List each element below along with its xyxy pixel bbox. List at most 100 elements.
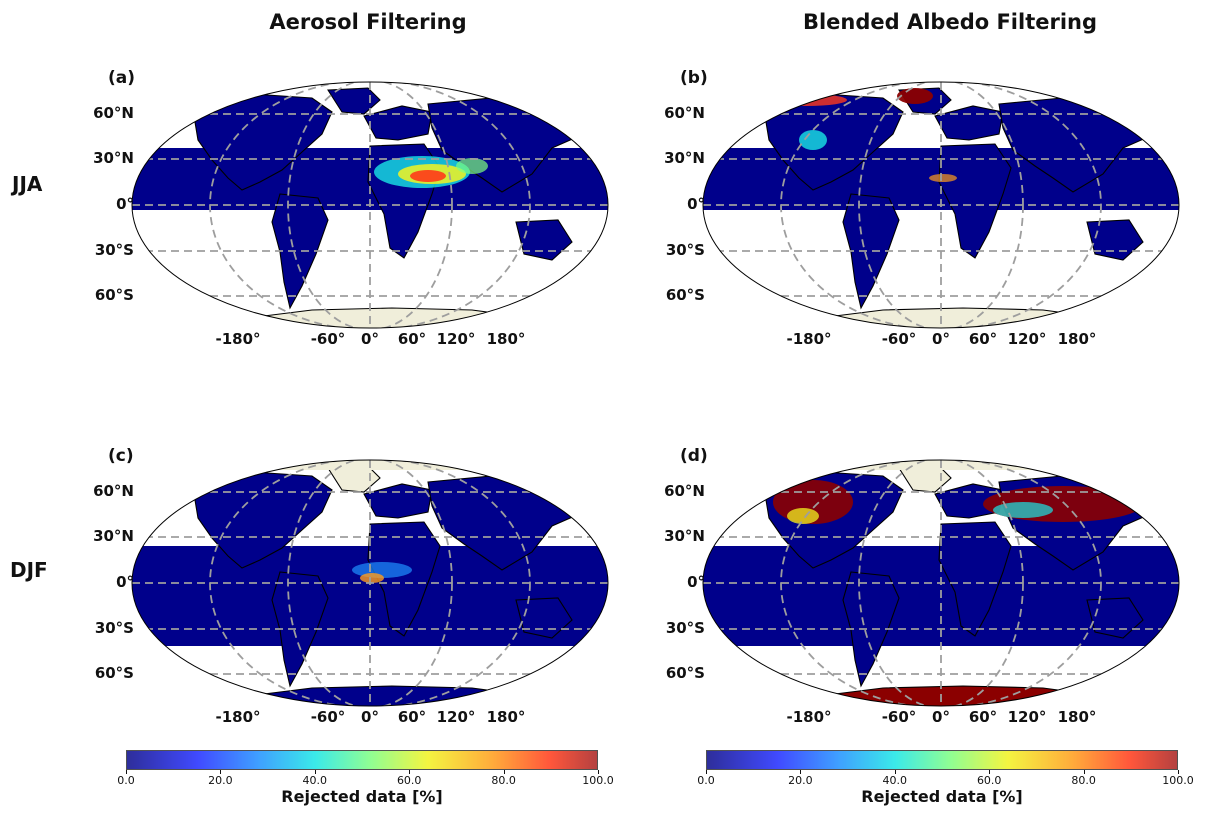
rejection-hotspot — [787, 508, 819, 524]
longitude-label: 60° — [397, 330, 427, 348]
latitude-label: 60°N — [664, 482, 705, 500]
panel-label: (b) — [680, 68, 708, 88]
meridian-gridline — [780, 82, 1102, 328]
colorbar-tick-label: 80.0 — [1071, 774, 1096, 787]
colorbar-right: 0.0 20.0 40.0 60.0 80.0 100.0 Rejected data [… — [697, 750, 1194, 806]
colorbar-tick-mark — [800, 770, 802, 774]
latitude-label: 60°N — [93, 104, 134, 122]
continent-southAmerica — [842, 193, 900, 310]
colorbar-tick-label: 20.0 — [208, 774, 233, 787]
colorbar-gradient — [126, 750, 598, 770]
panel-label: (d) — [680, 446, 708, 466]
longitude-label: 60° — [397, 708, 427, 726]
arctic-land — [192, 460, 562, 470]
meridian-gridline — [780, 460, 1102, 706]
latitude-label: 60°N — [664, 104, 705, 122]
panel-label: (a) — [108, 68, 136, 88]
longitude-label: 180° — [486, 330, 526, 348]
continent-greenland — [327, 87, 381, 115]
longitude-label: 120° — [436, 330, 476, 348]
longitude-label: -180° — [786, 330, 832, 348]
colorbar-tick-mark — [126, 770, 127, 774]
colorbar-tick-label: 60.0 — [976, 774, 1002, 787]
longitude-label: 60° — [968, 708, 998, 726]
colorbar-tick-mark — [220, 770, 222, 774]
longitude-label: -180° — [215, 708, 261, 726]
continent-southAmerica — [842, 571, 900, 688]
map-outline — [702, 459, 1180, 707]
latitude-label: 30°S — [665, 619, 705, 637]
map-aerosol-djf — [131, 459, 609, 707]
longitude-label: 120° — [1007, 708, 1047, 726]
latitude-label: 0° — [687, 573, 705, 591]
longitude-label: -180° — [215, 330, 261, 348]
latitude-label: 0° — [687, 195, 705, 213]
colorbar-label: Rejected data [%] — [861, 787, 1023, 806]
colorbar-tick-label: 80.0 — [491, 774, 516, 787]
latitude-label: 60°S — [94, 286, 134, 304]
map-albedo-djf — [702, 459, 1180, 707]
meridian-gridline — [209, 82, 531, 328]
colorbar-tick-mark — [706, 770, 707, 774]
meridian-gridline — [287, 82, 453, 328]
latitude-label: 60°S — [665, 664, 705, 682]
longitude-label: -60° — [310, 330, 346, 348]
meridian-gridline — [858, 82, 1024, 328]
colorbar-tick-label: 100.0 — [582, 774, 614, 787]
panel-label: (c) — [108, 446, 134, 466]
continent-northAmerica — [762, 93, 904, 191]
latitude-label: 30°S — [665, 241, 705, 259]
colorbar-tick-label: 40.0 — [882, 774, 908, 787]
colorbar-tick-mark — [598, 770, 599, 774]
colorbar-label: Rejected data [%] — [281, 787, 443, 806]
latitude-label: 0° — [116, 573, 134, 591]
colorbar-tick-label: 100.0 — [1162, 774, 1194, 787]
longitude-label: 180° — [486, 708, 526, 726]
colorbar-tick-label: 60.0 — [396, 774, 422, 787]
longitude-label: -180° — [786, 708, 832, 726]
longitude-label: 120° — [436, 708, 476, 726]
longitude-label: 0° — [361, 708, 379, 726]
rejection-hotspot — [993, 502, 1053, 518]
column-title-aerosol: Aerosol Filtering — [269, 10, 467, 34]
map-albedo-jja — [702, 81, 1180, 329]
latitude-label: 30°N — [664, 149, 705, 167]
continent-northAmerica — [191, 93, 333, 191]
colorbar-tick-mark — [503, 770, 505, 774]
colorbar-tick-mark — [409, 770, 411, 774]
meridian-gridline — [209, 460, 531, 706]
map-aerosol-jja — [131, 81, 609, 329]
meridian-gridline — [287, 460, 453, 706]
rejection-hotspot — [799, 130, 827, 150]
longitude-label: 180° — [1057, 330, 1097, 348]
row-label-jja: JJA — [12, 172, 43, 196]
arctic-land — [763, 460, 1133, 470]
colorbar-tick-mark — [314, 770, 316, 774]
latitude-label: 30°N — [93, 149, 134, 167]
rejection-hotspot — [360, 573, 384, 583]
longitude-label: 0° — [361, 330, 379, 348]
longitude-label: 120° — [1007, 330, 1047, 348]
latitude-label: 30°N — [664, 527, 705, 545]
longitude-label: -60° — [881, 708, 917, 726]
rejection-hotspot — [456, 158, 488, 174]
map-outline — [702, 81, 1180, 329]
latitude-label: 60°S — [665, 286, 705, 304]
colorbar-left: 0.0 20.0 40.0 60.0 80.0 100.0 Rejected data [… — [117, 750, 614, 806]
longitude-label: 0° — [932, 708, 950, 726]
map-outline — [131, 459, 609, 707]
continent-northAmerica — [191, 471, 333, 569]
colorbar-tick-label: 0.0 — [697, 774, 715, 787]
rejection-hotspot — [897, 88, 933, 104]
colorbar-tick-mark — [1178, 770, 1179, 774]
latitude-label: 60°S — [94, 664, 134, 682]
latitude-label: 30°S — [94, 241, 134, 259]
latitude-label: 60°N — [93, 482, 134, 500]
rejection-hotspot — [410, 170, 446, 182]
continent-southAmerica — [271, 571, 329, 688]
longitude-label: -60° — [881, 330, 917, 348]
column-title-albedo: Blended Albedo Filtering — [802, 10, 1098, 34]
colorbar-tick-mark — [1083, 770, 1085, 774]
colorbar-tick-label: 0.0 — [117, 774, 135, 787]
continent-africa — [938, 521, 1012, 637]
